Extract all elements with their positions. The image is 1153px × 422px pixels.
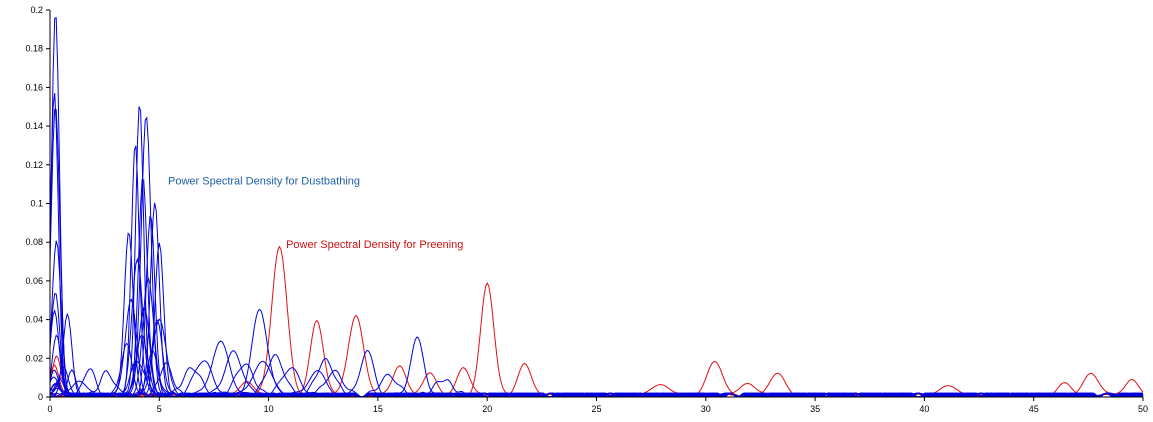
dustbathing-psd-line [49,307,1144,398]
y-tick-label: 0.08 [25,237,43,247]
x-tick-label: 45 [1029,404,1039,414]
dustbathing-psd-line [49,17,1144,398]
y-tick-label: 0.2 [30,5,43,15]
dustbathing-psd-line [49,257,1144,398]
annotation-dustbathing: Power Spectral Density for Dustbathing [168,175,360,187]
dustbathing-psd-line [49,92,1144,398]
y-tick-label: 0.06 [25,276,43,286]
y-tick-label: 0.04 [25,315,43,325]
dustbathing-psd-line [49,298,1144,398]
x-ticks: 0 5 10 15 20 25 30 35 40 45 50 [47,397,1148,414]
dustbathing-psd-line [49,362,1144,398]
y-ticks: 0 0.02 0.04 0.06 0.08 0.1 0.12 0.14 0.16 0.18 0.2 [25,5,50,402]
preening-psd-line [49,245,1144,398]
dustbathing-psd-line [49,319,1144,398]
x-tick-label: 10 [264,404,274,414]
dustbathing-psd-line [49,179,1144,398]
y-tick-label: 0.18 [25,44,43,54]
dustbathing-psd-line [49,215,1144,398]
dustbathing-psd-line [49,334,1144,398]
x-tick-label: 50 [1138,404,1148,414]
dustbathing-psd-line [49,108,1144,398]
dustbathing-psd-line [49,232,1144,398]
dustbathing-psd-line [49,242,1144,398]
axes-layer [49,10,1143,398]
x-tick-label: 15 [373,404,383,414]
x-tick-label: 40 [919,404,929,414]
y-tick-label: 0.14 [25,121,43,131]
dustbathing-psd-line [49,342,1144,398]
x-tick-label: 25 [591,404,601,414]
x-tick-label: 0 [47,404,52,414]
x-tick-label: 30 [701,404,711,414]
y-tick-label: 0 [38,392,43,402]
y-tick-label: 0.12 [25,160,43,170]
x-tick-label: 35 [810,404,820,414]
y-tick-label: 0.02 [25,353,43,363]
y-tick-label: 0.1 [30,199,43,209]
series-layer [49,17,1144,398]
x-tick-label: 20 [482,404,492,414]
annotation-preening: Power Spectral Density for Preening [286,239,463,251]
x-tick-label: 5 [157,404,162,414]
y-tick-label: 0.16 [25,82,43,92]
dustbathing-psd-line [49,202,1144,398]
